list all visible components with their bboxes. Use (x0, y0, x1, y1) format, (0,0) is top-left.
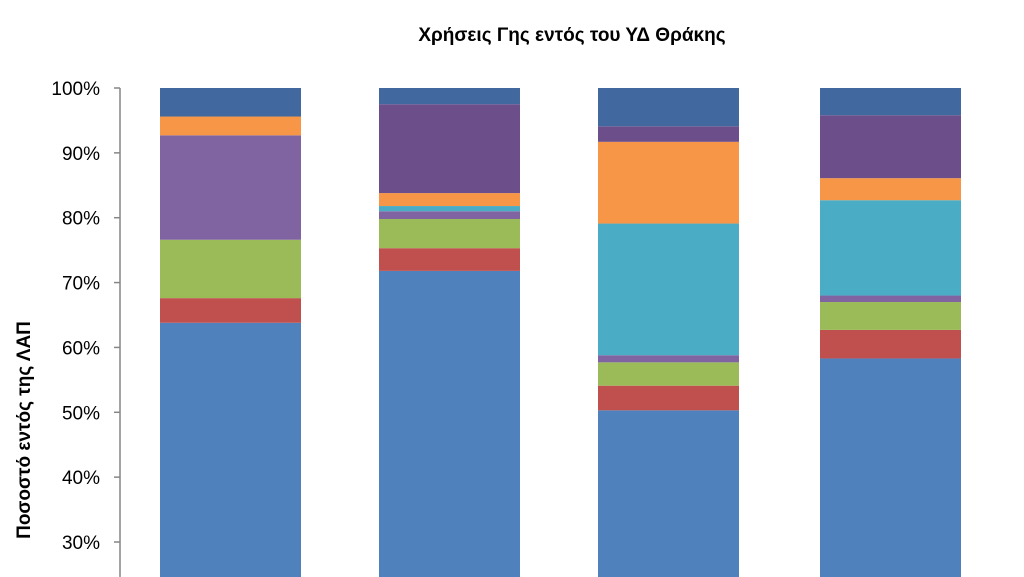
bars (160, 88, 961, 577)
y-tick-label: 40% (62, 468, 100, 489)
y-tick-label: 60% (62, 338, 100, 359)
bar-segment-1-6 (160, 116, 301, 136)
bar-segment-3-4 (598, 355, 739, 363)
bar-segment-4-8 (820, 88, 961, 116)
y-axis-label: Ποσοστό εντός της ΛΑΠ (14, 321, 35, 539)
bar-segment-1-2 (160, 298, 301, 323)
bar-segment-3-1 (598, 410, 739, 577)
y-axis-ticks: 30% 40% 50% 60% 70% 80% 90% 100% (51, 79, 120, 554)
bar-segment-1-1 (160, 322, 301, 577)
bar-segment-1-3 (160, 239, 301, 299)
bar-segment-2-1 (379, 270, 520, 577)
bar-segment-1-4 (160, 135, 301, 240)
chart-title: Χρήσεις Γης εντός του ΥΔ Θράκης (418, 25, 725, 46)
bar-segment-4-7 (820, 115, 961, 179)
bar-segment-3-5 (598, 223, 739, 356)
bar-segment-2-2 (379, 248, 520, 271)
bar-segment-3-3 (598, 362, 739, 386)
y-tick-label: 90% (62, 144, 100, 165)
bar-segment-4-2 (820, 329, 961, 359)
bar-segment-2-5 (379, 206, 520, 212)
y-tick-label: 70% (62, 274, 100, 295)
bar-segment-3-2 (598, 385, 739, 411)
bar-segment-2-6 (379, 193, 520, 207)
y-tick-label: 80% (62, 209, 100, 230)
bar-segment-3-7 (598, 126, 739, 142)
y-tick-label: 30% (62, 533, 100, 554)
bar-segment-2-4 (379, 211, 520, 220)
bar-segment-2-8 (379, 88, 520, 105)
bar-segment-4-4 (820, 295, 961, 303)
bar-segment-4-1 (820, 358, 961, 577)
bar-segment-4-5 (820, 200, 961, 296)
y-tick-label: 100% (51, 79, 100, 100)
bar-segment-2-7 (379, 104, 520, 194)
y-tick-label: 50% (62, 403, 100, 424)
bar-segment-2-3 (379, 219, 520, 249)
bar-segment-1-8 (160, 88, 301, 117)
bar-segment-3-6 (598, 141, 739, 224)
bar-segment-4-3 (820, 302, 961, 330)
bar-segment-4-6 (820, 178, 961, 201)
bar-segment-3-8 (598, 88, 739, 127)
